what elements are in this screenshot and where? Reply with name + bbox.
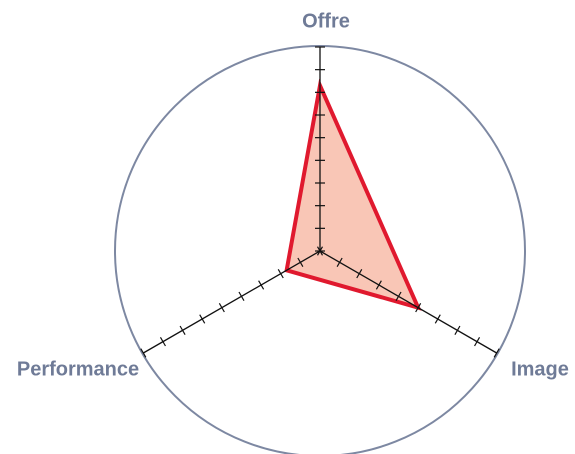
tick-mark bbox=[415, 303, 422, 313]
tick-mark bbox=[375, 280, 382, 290]
axis-line bbox=[319, 250, 497, 354]
radar-area bbox=[284, 78, 422, 311]
tick-mark bbox=[277, 269, 284, 279]
tick-mark bbox=[199, 314, 206, 324]
tick-mark bbox=[140, 348, 147, 358]
tick-mark bbox=[336, 257, 343, 267]
tick-mark bbox=[258, 280, 265, 290]
outer-circle bbox=[114, 45, 526, 454]
tick-mark bbox=[159, 337, 166, 347]
tick-mark bbox=[493, 348, 500, 358]
axis-label: Image bbox=[511, 358, 569, 380]
axis-line bbox=[143, 250, 321, 354]
axis-label: Offre bbox=[302, 10, 350, 32]
tick-mark bbox=[395, 291, 402, 301]
tick-mark bbox=[434, 314, 441, 324]
tick-mark bbox=[218, 303, 225, 313]
tick-mark bbox=[297, 257, 304, 267]
tick-mark bbox=[238, 291, 245, 301]
axis-label: Performance bbox=[17, 358, 139, 380]
tick-mark bbox=[474, 337, 481, 347]
tick-mark bbox=[316, 246, 324, 256]
tick-mark bbox=[179, 325, 186, 335]
tick-mark bbox=[356, 269, 363, 279]
tick-mark bbox=[454, 325, 461, 335]
